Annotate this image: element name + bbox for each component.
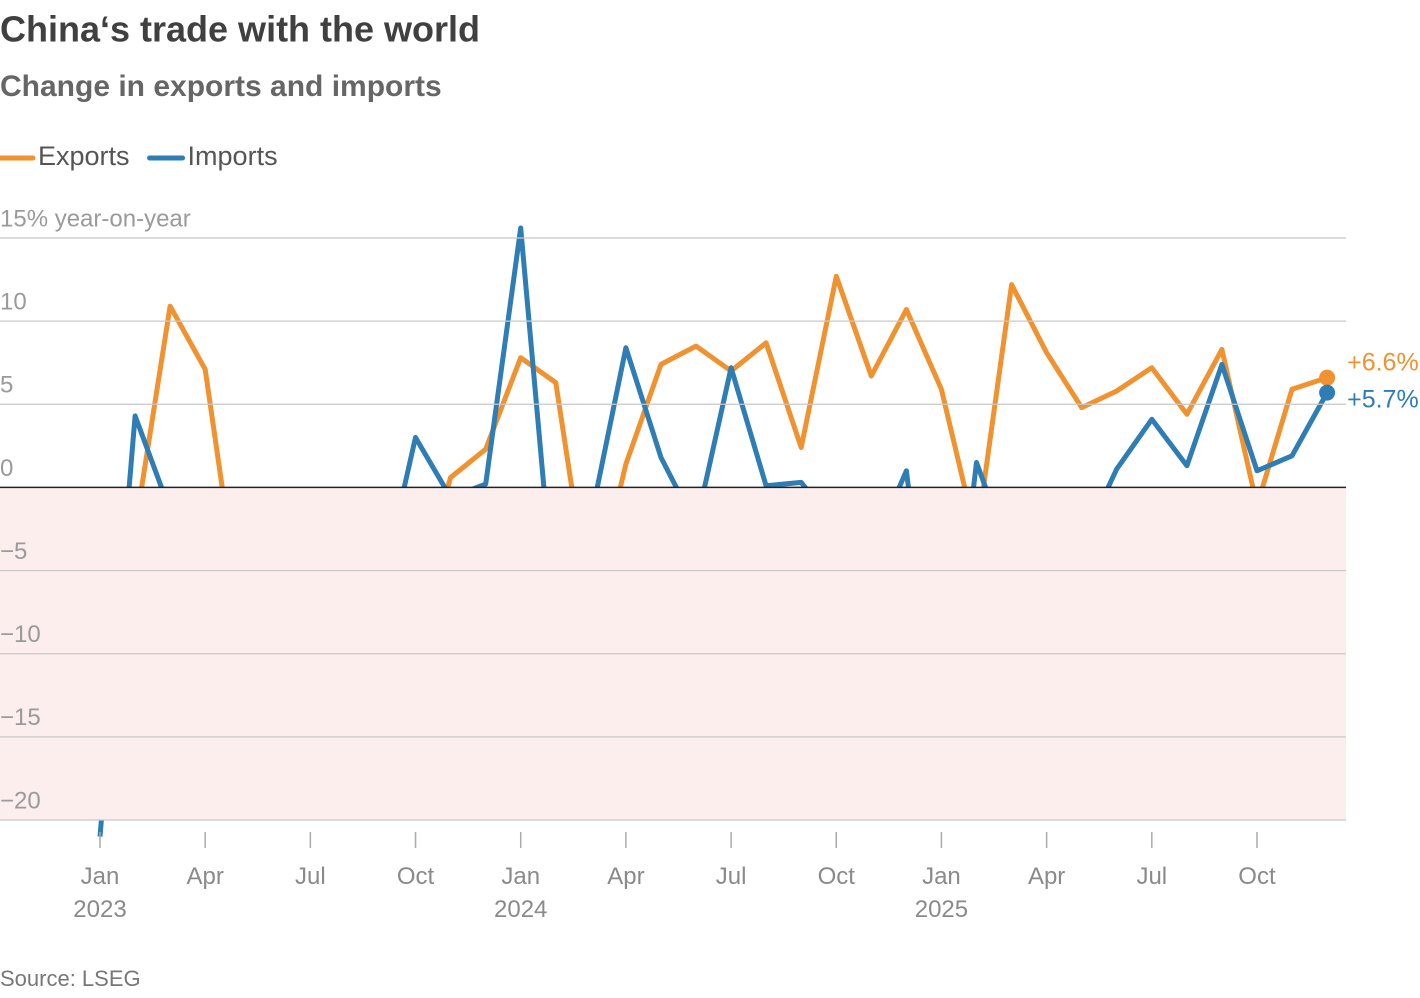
legend-label: Imports — [188, 141, 278, 171]
end-point — [1319, 369, 1336, 386]
x-tick-label: Jan 2023 — [73, 863, 126, 923]
end-point — [1319, 384, 1336, 401]
legend: Exports Imports — [0, 141, 278, 171]
end-label: +5.7% — [1347, 385, 1419, 413]
x-tick-label: Oct — [818, 863, 856, 890]
x-tick-label: Jan 2025 — [915, 863, 968, 923]
chart-subtitle: Change in exports and imports — [0, 70, 442, 103]
y-tick-label: −5 — [0, 538, 27, 565]
x-tick-label: Apr — [1028, 863, 1065, 890]
x-tick-label: Jan 2024 — [494, 863, 547, 923]
y-tick-label: 5 — [0, 372, 13, 399]
x-tick-label: Jul — [1136, 863, 1167, 890]
source: Source: LSEG — [0, 966, 141, 991]
y-tick-label: 15% year-on-year — [0, 205, 191, 232]
y-tick-label: −10 — [0, 621, 41, 648]
y-tick-label: −20 — [0, 787, 41, 814]
legend-label: Exports — [38, 141, 130, 171]
y-tick-label: 0 — [0, 455, 13, 482]
x-tick-label: Jul — [716, 863, 747, 890]
x-tick-label: Oct — [397, 863, 435, 890]
x-tick-label: Apr — [607, 863, 644, 890]
x-tick-label: Jul — [295, 863, 326, 890]
y-tick-label: 10 — [0, 288, 27, 315]
end-label: +6.6% — [1347, 348, 1419, 376]
chart-title: China‘s trade with the world — [0, 9, 480, 50]
x-tick-label: Apr — [187, 863, 224, 890]
x-tick-label: Oct — [1238, 863, 1276, 890]
y-tick-label: −15 — [0, 704, 41, 731]
